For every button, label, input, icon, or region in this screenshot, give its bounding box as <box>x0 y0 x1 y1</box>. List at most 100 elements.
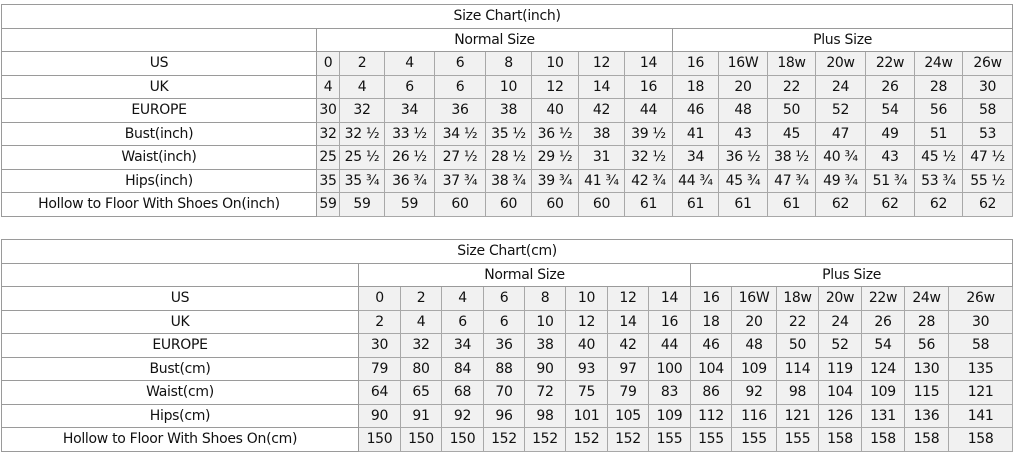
value-cell: 52 <box>815 98 866 123</box>
value-cell: 45 <box>767 121 816 146</box>
value-cell: 41 ¾ <box>578 168 625 193</box>
value-cell: 155 <box>776 427 819 452</box>
row-label: Hollow to Floor With Shoes On(cm) <box>1 427 359 452</box>
value-cell: 28 ½ <box>485 145 532 170</box>
value-cell: 6 <box>483 309 525 334</box>
value-cell: 48 <box>731 333 777 358</box>
value-cell: 84 <box>441 356 484 381</box>
table-row: UK 2 4 6 6 10 12 14 16 18 20 22 24 26 28 30 <box>1 309 1014 334</box>
value-cell: 152 <box>607 427 649 452</box>
value-cell: 30 <box>358 333 401 358</box>
value-cell: 61 <box>718 192 768 217</box>
value-cell: 16 <box>690 286 732 311</box>
value-cell: 86 <box>690 380 732 405</box>
value-cell: 44 ¾ <box>672 168 719 193</box>
row-label: Waist(cm) <box>1 380 359 405</box>
group-normal-size: Normal Size <box>358 262 691 287</box>
value-cell: 34 ½ <box>434 121 486 146</box>
value-cell: 121 <box>947 380 1014 405</box>
value-cell: 27 ½ <box>434 145 486 170</box>
value-cell: 32 <box>400 333 442 358</box>
table-row: Waist(cm) 64 65 68 70 72 75 79 83 86 92 98 104 109 115… <box>1 380 1014 405</box>
value-cell: 37 ¾ <box>434 168 486 193</box>
value-cell: 24w <box>904 286 949 311</box>
value-cell: 22w <box>865 51 915 76</box>
value-cell: 109 <box>731 356 777 381</box>
value-cell: 42 <box>607 333 649 358</box>
value-cell: 53 ¾ <box>914 168 963 193</box>
value-cell: 112 <box>690 403 732 428</box>
row-label: Hips(inch) <box>1 168 317 193</box>
row-label: Bust(inch) <box>1 121 317 146</box>
value-cell: 124 <box>861 356 905 381</box>
value-cell: 91 <box>400 403 442 428</box>
value-cell: 136 <box>904 403 949 428</box>
size-chart-cm-table: Size Chart(cm) Normal Size Plus Size US 0 2 4 6… <box>0 239 1014 452</box>
value-cell: 152 <box>524 427 566 452</box>
table-row: EUROPE 30 32 34 36 38 40 42 44 46 48 50 52 54 56 58 <box>1 98 1014 123</box>
value-cell: 34 <box>441 333 484 358</box>
value-cell: 39 ½ <box>624 121 673 146</box>
table-row: US 0 2 4 6 8 10 12 14 16 16W 18w 20w 22w 24w 26w <box>1 286 1014 311</box>
value-cell: 35 ½ <box>485 121 532 146</box>
value-cell: 20 <box>718 74 768 99</box>
value-cell: 12 <box>531 74 579 99</box>
title-row: Size Chart(cm) <box>0 239 1014 264</box>
value-cell: 72 <box>524 380 566 405</box>
value-cell: 96 <box>483 403 525 428</box>
value-cell: 62 <box>961 192 1014 217</box>
value-cell: 92 <box>441 403 484 428</box>
value-cell: 4 <box>441 286 484 311</box>
value-cell: 83 <box>648 380 691 405</box>
value-cell: 25 ½ <box>339 145 385 170</box>
value-cell: 24 <box>815 74 866 99</box>
value-cell: 62 <box>865 192 915 217</box>
value-cell: 46 <box>672 98 719 123</box>
value-cell: 54 <box>865 98 915 123</box>
value-cell: 14 <box>624 51 673 76</box>
value-cell: 8 <box>524 286 566 311</box>
value-cell: 155 <box>648 427 691 452</box>
value-cell: 18w <box>767 51 816 76</box>
value-cell: 90 <box>524 356 566 381</box>
value-cell: 93 <box>565 356 608 381</box>
value-cell: 34 <box>672 145 719 170</box>
value-cell: 12 <box>578 51 625 76</box>
value-cell: 35 ¾ <box>339 168 385 193</box>
value-cell: 31 <box>578 145 625 170</box>
group-normal-size: Normal Size <box>316 27 673 52</box>
row-label: EUROPE <box>1 333 359 358</box>
value-cell: 51 ¾ <box>865 168 915 193</box>
value-cell: 36 <box>483 333 525 358</box>
value-cell: 32 ½ <box>339 121 385 146</box>
value-cell: 2 <box>339 51 385 76</box>
table-title: Size Chart(inch) <box>0 4 1014 29</box>
value-cell: 49 ¾ <box>815 168 866 193</box>
value-cell: 158 <box>904 427 949 452</box>
value-cell: 47 <box>815 121 866 146</box>
value-cell: 61 <box>767 192 816 217</box>
value-cell: 97 <box>607 356 649 381</box>
value-cell: 20w <box>815 51 866 76</box>
value-cell: 28 <box>904 309 949 334</box>
value-cell: 32 <box>339 98 385 123</box>
value-cell: 24 <box>818 309 862 334</box>
row-label: Hips(cm) <box>1 403 359 428</box>
value-cell: 16 <box>648 309 691 334</box>
size-chart-inch-table: Size Chart(inch) Normal Size Plus Size US 0 2… <box>0 4 1014 217</box>
value-cell: 26 ½ <box>384 145 435 170</box>
value-cell: 116 <box>731 403 777 428</box>
value-cell: 6 <box>434 74 486 99</box>
value-cell: 38 <box>524 333 566 358</box>
value-cell: 16W <box>731 286 777 311</box>
value-cell: 30 <box>961 74 1014 99</box>
value-cell: 6 <box>434 51 486 76</box>
value-cell: 158 <box>861 427 905 452</box>
value-cell: 22w <box>861 286 905 311</box>
group-plus-size: Plus Size <box>689 262 1014 287</box>
value-cell: 44 <box>624 98 673 123</box>
value-cell: 47 ¾ <box>767 168 816 193</box>
value-cell: 38 ½ <box>767 145 816 170</box>
value-cell: 49 <box>865 121 915 146</box>
